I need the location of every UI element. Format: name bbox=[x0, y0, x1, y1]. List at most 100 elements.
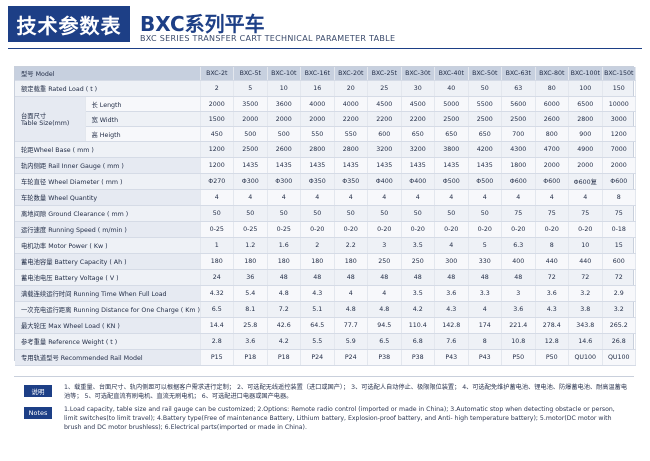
table-cell: 14.4 bbox=[200, 317, 235, 334]
table-cell: 0-20 bbox=[300, 221, 335, 238]
table-cell: 1.6 bbox=[267, 237, 302, 254]
table-cell: 4 bbox=[200, 189, 235, 206]
table-cell: Φ350 bbox=[334, 173, 369, 190]
table-cell: P18 bbox=[233, 349, 268, 366]
table-cell: 2.8 bbox=[200, 333, 235, 350]
row-label: 参考重量 Reference Weight ( t ) bbox=[15, 333, 201, 350]
table-cell: 0-25 bbox=[233, 221, 268, 238]
parameter-table: 型号 Model BXC-2t BXC-5t BXC-10t BXC-16t B… bbox=[15, 67, 637, 366]
table-cell: 16 bbox=[300, 80, 335, 97]
table-cell: Φ400 bbox=[367, 173, 402, 190]
model-col: BXC-50t bbox=[468, 67, 503, 81]
row-label: 轨内侧距 Rail Inner Gauge ( mm ) bbox=[15, 157, 201, 174]
model-col: BXC-20t bbox=[334, 67, 369, 81]
table-cell: 10.8 bbox=[501, 333, 536, 350]
table-cell: 400 bbox=[501, 253, 536, 270]
table-cell: Φ600 bbox=[535, 173, 570, 190]
table-cell: 0-20 bbox=[535, 221, 570, 238]
table-cell: 4 bbox=[535, 189, 570, 206]
page-header: 技术参数表 BXC系列平车 BXC SERIES TRANSFER CART T… bbox=[0, 0, 650, 58]
table-cell: P18 bbox=[267, 349, 302, 366]
table-cell: 50 bbox=[334, 205, 369, 222]
table-cell: 48 bbox=[468, 269, 503, 286]
table-cell: 6.8 bbox=[401, 333, 436, 350]
table-cell: 2200 bbox=[334, 111, 369, 127]
row-label: 离地间隙 Ground Clearance ( mm ) bbox=[15, 205, 201, 222]
table-cell: 14.6 bbox=[568, 333, 603, 350]
model-series-title: BXC系列平车 bbox=[140, 12, 265, 36]
table-cell: 265.2 bbox=[602, 317, 637, 334]
table-cell: 450 bbox=[200, 126, 235, 142]
table-cell: 3500 bbox=[233, 96, 268, 112]
model-col: BXC-63t bbox=[501, 67, 536, 81]
table-cell: 50 bbox=[267, 205, 302, 222]
table-cell: QU100 bbox=[568, 349, 603, 366]
table-cell: 0-20 bbox=[468, 221, 503, 238]
table-cell: 0-25 bbox=[267, 221, 302, 238]
table-cell: 42.6 bbox=[267, 317, 302, 334]
table-cell: 8 bbox=[602, 189, 637, 206]
table-cell: 2500 bbox=[434, 111, 469, 127]
table-row: 满载连续运行时间 Running Time When Full Load 4.32… bbox=[15, 285, 637, 302]
table-cell: 3800 bbox=[434, 141, 469, 158]
table-cell: 2000 bbox=[300, 111, 335, 127]
table-cell: 4500 bbox=[367, 96, 402, 112]
table-cell: 3.5 bbox=[401, 285, 436, 302]
table-size-label: 台面尺寸 Table Size(mm) bbox=[15, 96, 86, 142]
table-cell: 2000 bbox=[568, 157, 603, 174]
row-label: 车轮直径 Wheel Diameter ( mm ) bbox=[15, 173, 201, 190]
table-cell: 3.8 bbox=[568, 301, 603, 318]
table-cell: 72 bbox=[568, 269, 603, 286]
table-cell: 3200 bbox=[401, 141, 436, 158]
table-cell: 250 bbox=[367, 253, 402, 270]
english-subtitle: BXC SERIES TRANSFER CART TECHNICAL PARAM… bbox=[140, 34, 396, 43]
table-cell: P50 bbox=[501, 349, 536, 366]
table-cell: 1800 bbox=[501, 157, 536, 174]
table-cell: 1200 bbox=[602, 126, 637, 142]
table-cell: P24 bbox=[334, 349, 369, 366]
table-cell: 6500 bbox=[568, 96, 603, 112]
table-cell: 6.3 bbox=[501, 237, 536, 254]
table-cell: P38 bbox=[367, 349, 402, 366]
table-row: 蓄电池电压 Battery Voltage ( V ) 24 36 48 48 48 48 4… bbox=[15, 269, 637, 286]
table-cell: 72 bbox=[535, 269, 570, 286]
table-cell: P43 bbox=[434, 349, 469, 366]
table-row: 宽 Width 1500 2000 2000 2000 2200 2200 2200 2500 2… bbox=[15, 111, 637, 127]
notes-text-cn: 1、载重量、台面尺寸、轨内侧距可以根据客户需求进行定制； 2、可选配无线遥控装置… bbox=[64, 384, 628, 400]
table-cell: 5.4 bbox=[233, 285, 268, 302]
table-cell: 4 bbox=[401, 189, 436, 206]
row-label: 轮距Wheel Base ( mm ) bbox=[15, 141, 201, 158]
model-col: BXC-100t bbox=[568, 67, 603, 81]
table-cell: 4 bbox=[434, 237, 469, 254]
row-label: 电机功率 Motor Power ( Kw ) bbox=[15, 237, 201, 254]
table-cell: 440 bbox=[535, 253, 570, 270]
table-cell: Φ300 bbox=[233, 173, 268, 190]
table-cell: 25 bbox=[367, 80, 402, 97]
table-row: 电机功率 Motor Power ( Kw ) 1 1.2 1.6 2 2.2 3 3.5 4 5… bbox=[15, 237, 637, 254]
table-cell: 2 bbox=[300, 237, 335, 254]
model-col: BXC-25t bbox=[367, 67, 402, 81]
model-col: BXC-2t bbox=[200, 67, 235, 81]
table-cell: 3000 bbox=[602, 111, 637, 127]
table-row: 专用轨道型号 Recommended Rail Model P15 P18 P18 P2… bbox=[15, 349, 637, 366]
table-cell: 7000 bbox=[602, 141, 637, 158]
table-cell: 4 bbox=[468, 301, 503, 318]
table-cell: 5.1 bbox=[300, 301, 335, 318]
table-cell: 2500 bbox=[233, 141, 268, 158]
table-cell: 1435 bbox=[434, 157, 469, 174]
table-cell: 7.6 bbox=[434, 333, 469, 350]
table-cell: 2500 bbox=[468, 111, 503, 127]
table-cell: 50 bbox=[468, 205, 503, 222]
table-cell: 1500 bbox=[200, 111, 235, 127]
table-cell: 110.4 bbox=[401, 317, 436, 334]
table-cell: 5 bbox=[233, 80, 268, 97]
table-cell: 174 bbox=[468, 317, 503, 334]
notes-text-en: 1.Load capacity, table size and rail gau… bbox=[64, 406, 615, 431]
table-cell: 50 bbox=[468, 80, 503, 97]
table-cell: 5.5 bbox=[300, 333, 335, 350]
table-cell: 12.8 bbox=[535, 333, 570, 350]
table-cell: 48 bbox=[367, 269, 402, 286]
table-cell: 2000 bbox=[233, 111, 268, 127]
table-cell: 5500 bbox=[468, 96, 503, 112]
table-cell: 500 bbox=[267, 126, 302, 142]
